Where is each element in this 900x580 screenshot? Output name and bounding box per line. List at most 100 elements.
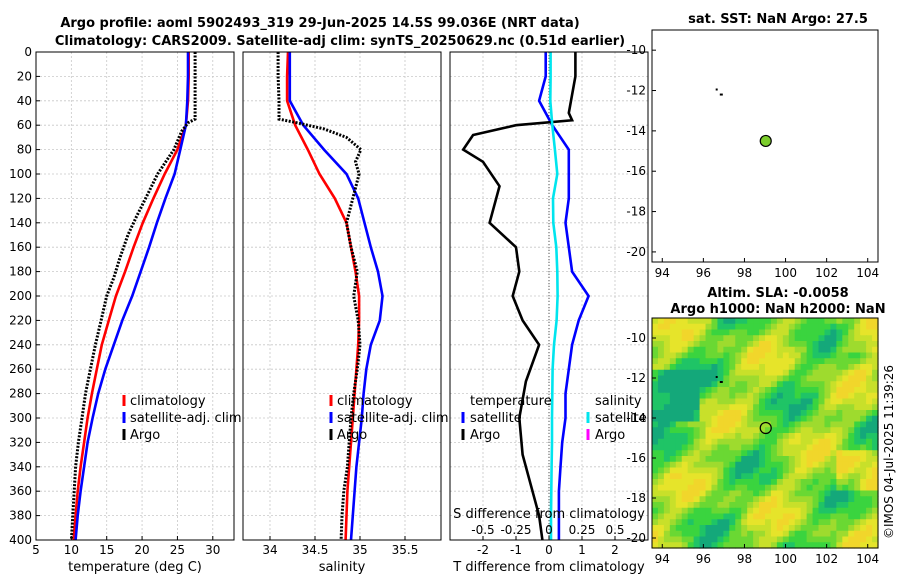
- sla-heatmap-cell: [830, 387, 837, 394]
- map-y-tick-label: -12: [626, 84, 646, 98]
- sla-heatmap-cell: [693, 525, 701, 532]
- sla-heatmap-cell: [729, 507, 736, 515]
- sla-heatmap-cell: [770, 323, 778, 331]
- sla-heatmap-cell: [663, 502, 671, 509]
- island-mark: [715, 88, 718, 91]
- sla-heatmap-cell: [747, 335, 754, 342]
- sla-heatmap-cell: [782, 490, 790, 497]
- sla-heatmap-cell: [842, 387, 849, 394]
- sla-heatmap-cell: [782, 364, 790, 371]
- sla-heatmap-cell: [747, 519, 754, 526]
- sla-heatmap-cell: [788, 381, 796, 388]
- sla-heatmap-cell: [699, 479, 707, 486]
- sla-heatmap-cell: [687, 335, 695, 342]
- sla-heatmap-cell: [657, 335, 665, 342]
- sla-heatmap-cell: [794, 375, 802, 382]
- sla-heatmap-cell: [652, 352, 659, 359]
- sla-heatmap-cell: [812, 421, 820, 428]
- sla-heatmap-cell: [652, 484, 659, 492]
- sla-heatmap-cell: [860, 392, 867, 400]
- sla-heatmap-cell: [681, 387, 689, 394]
- sla-heatmap-cell: [836, 479, 843, 486]
- sla-heatmap-cell: [836, 502, 843, 509]
- sla-heatmap-cell: [717, 364, 724, 371]
- sla-heatmap-cell: [818, 507, 826, 515]
- sla-heatmap-cell: [770, 358, 778, 365]
- sla-heatmap-cell: [699, 318, 707, 325]
- sla-heatmap-cell: [794, 387, 802, 394]
- sla-heatmap-cell: [675, 438, 683, 446]
- sla-heatmap-cell: [729, 318, 736, 325]
- sla-heatmap-cell: [759, 341, 766, 348]
- sla-heatmap-cell: [794, 484, 802, 492]
- sla-heatmap-cell: [776, 519, 784, 526]
- sla-heatmap-cell: [705, 450, 713, 457]
- sla-heatmap-cell: [866, 364, 873, 371]
- sla-heatmap-cell: [663, 421, 671, 428]
- sla-heatmap-cell: [776, 421, 784, 428]
- sla-heatmap-cell: [747, 502, 754, 509]
- sla-heatmap-cell: [842, 364, 849, 371]
- sla-heatmap-cell: [842, 358, 849, 365]
- sla-heatmap-cell: [872, 381, 879, 388]
- sla-heatmap-cell: [854, 456, 861, 463]
- sla-heatmap-cell: [866, 525, 873, 532]
- legend-label: climatology: [130, 394, 206, 409]
- sla-heatmap-cell: [848, 341, 855, 348]
- sla-heatmap-cell: [693, 450, 701, 457]
- sla-heatmap-cell: [652, 513, 659, 520]
- sla-heatmap-cell: [866, 398, 873, 405]
- sla-heatmap-cell: [693, 381, 701, 388]
- sla-heatmap-cell: [788, 473, 796, 480]
- sla-heatmap-cell: [836, 352, 843, 359]
- sla-heatmap-cell: [729, 502, 736, 509]
- sla-heatmap-cell: [741, 375, 748, 382]
- sla-heatmap-cell: [848, 536, 855, 543]
- sla-heatmap-cell: [806, 358, 814, 365]
- sla-heatmap-cell: [675, 392, 683, 400]
- sla-heatmap-cell: [818, 438, 826, 446]
- sla-heatmap-cell: [765, 392, 772, 400]
- sla-heatmap-cell: [818, 525, 826, 532]
- sla-heatmap-cell: [788, 496, 796, 503]
- sla-heatmap-cell: [735, 502, 742, 509]
- map-y-tick-label: -10: [626, 331, 646, 345]
- sla-heatmap-cell: [717, 484, 724, 492]
- sla-heatmap-cell: [717, 381, 724, 388]
- sla-heatmap-cell: [753, 542, 760, 549]
- sla-heatmap-cell: [741, 433, 748, 440]
- sla-heatmap-cell: [652, 519, 659, 526]
- sla-heatmap-cell: [770, 473, 778, 480]
- sla-heatmap-cell: [687, 410, 695, 417]
- sla-heatmap-cell: [747, 387, 754, 394]
- sla-heatmap-cell: [800, 323, 808, 331]
- sla-heatmap-cell: [747, 415, 754, 423]
- sla-heatmap-cell: [663, 352, 671, 359]
- sla-heatmap-cell: [675, 484, 683, 492]
- x-tick-label: -2: [477, 543, 489, 557]
- series-line-t-satellite: [537, 52, 591, 540]
- sla-heatmap-cell: [818, 404, 826, 411]
- sla-heatmap-cell: [800, 427, 808, 434]
- sla-heatmap-cell: [770, 479, 778, 486]
- sla-heatmap-cell: [854, 438, 861, 446]
- sla-heatmap-cell: [747, 479, 754, 486]
- sla-heatmap-cell: [788, 346, 796, 354]
- sla-heatmap-cell: [753, 479, 760, 486]
- sla-heatmap-cell: [657, 513, 665, 520]
- sla-heatmap-cell: [753, 352, 760, 359]
- sla-heatmap-cell: [830, 346, 837, 354]
- sla-heatmap-cell: [788, 415, 796, 423]
- sla-heatmap-cell: [854, 341, 861, 348]
- sla-heatmap-cell: [669, 530, 677, 538]
- sla-heatmap-cell: [866, 323, 873, 331]
- sla-heatmap-cell: [842, 496, 849, 503]
- sla-heatmap-cell: [854, 519, 861, 526]
- sla-heatmap-cell: [657, 461, 665, 469]
- sla-heatmap-cell: [747, 329, 754, 336]
- sla-heatmap-cell: [842, 519, 849, 526]
- sla-heatmap-cell: [657, 421, 665, 428]
- x-tick-label: 34: [262, 543, 277, 557]
- sla-heatmap-cell: [753, 513, 760, 520]
- sla-heatmap-cell: [681, 404, 689, 411]
